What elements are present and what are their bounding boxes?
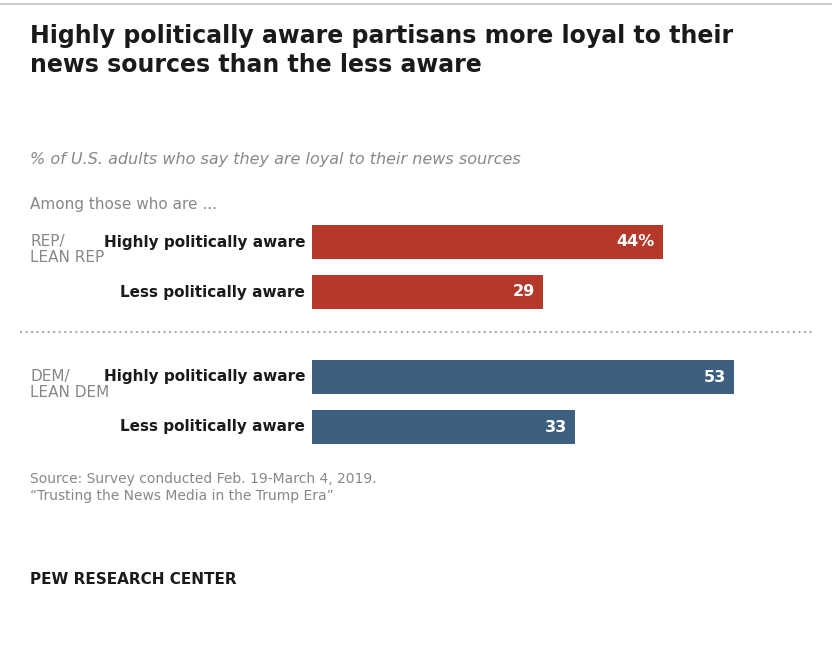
Bar xyxy=(312,225,662,259)
Bar xyxy=(312,360,734,394)
Text: 44%: 44% xyxy=(617,235,655,249)
Text: DEM/: DEM/ xyxy=(30,369,70,384)
Text: “Trusting the News Media in the Trump Era”: “Trusting the News Media in the Trump Er… xyxy=(30,489,334,503)
Text: Source: Survey conducted Feb. 19-March 4, 2019.: Source: Survey conducted Feb. 19-March 4… xyxy=(30,472,377,486)
Text: 29: 29 xyxy=(513,284,535,300)
Text: Highly politically aware: Highly politically aware xyxy=(103,235,305,249)
Text: 53: 53 xyxy=(704,370,726,384)
Text: LEAN REP: LEAN REP xyxy=(30,250,104,265)
Text: PEW RESEARCH CENTER: PEW RESEARCH CENTER xyxy=(30,572,236,587)
Text: Less politically aware: Less politically aware xyxy=(120,284,305,300)
Text: LEAN DEM: LEAN DEM xyxy=(30,385,109,400)
Bar xyxy=(312,410,575,444)
Text: Among those who are ...: Among those who are ... xyxy=(30,197,217,212)
Text: Less politically aware: Less politically aware xyxy=(120,419,305,435)
Text: % of U.S. adults who say they are loyal to their news sources: % of U.S. adults who say they are loyal … xyxy=(30,152,521,167)
Text: REP/: REP/ xyxy=(30,234,65,249)
Bar xyxy=(312,275,543,309)
Text: 33: 33 xyxy=(545,419,567,435)
Text: Highly politically aware: Highly politically aware xyxy=(103,370,305,384)
Text: Highly politically aware partisans more loyal to their
news sources than the les: Highly politically aware partisans more … xyxy=(30,24,733,77)
